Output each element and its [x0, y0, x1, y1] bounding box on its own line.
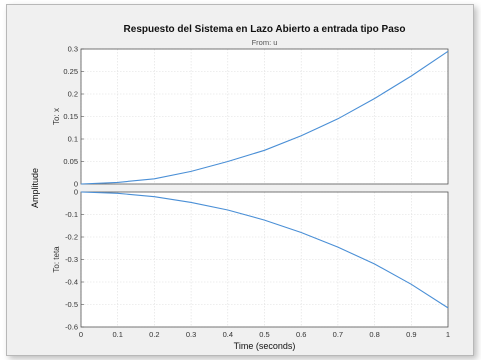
chart-title: Respuesto del Sistema en Lazo Abierto a …	[124, 24, 406, 35]
x-tick-label: 0.1	[112, 330, 122, 339]
x-tick-label: 0.2	[149, 330, 159, 339]
x-tick-label: 0.4	[223, 330, 233, 339]
series-line-1	[80, 50, 449, 185]
y-tick-label: 0.3	[68, 45, 78, 54]
y-tick-label: -0.1	[65, 210, 78, 219]
y-tick-label: -0.6	[65, 323, 78, 332]
x-tick-label: 0.7	[333, 330, 343, 339]
row-label-1: To: x	[52, 108, 61, 125]
y-tick-label: 0	[74, 188, 78, 197]
y-tick-label: 0.05	[63, 157, 78, 166]
x-tick-label: 1	[446, 330, 450, 339]
step-response-chart: Respuesto del Sistema en Lazo Abierto a …	[30, 24, 450, 351]
y-tick-label: -0.5	[65, 300, 78, 309]
x-tick-label: 0	[79, 330, 83, 339]
x-axis-label: Time (seconds)	[234, 341, 296, 351]
x-tick-label: 0.9	[406, 330, 416, 339]
y-axis-label: Amplitude	[30, 168, 40, 208]
x-tick-label: 0.5	[259, 330, 269, 339]
y-tick-label: 0.2	[68, 90, 78, 99]
series-line-2	[80, 191, 449, 309]
y-tick-label: 0	[74, 180, 78, 189]
y-tick-label: -0.4	[65, 278, 78, 287]
x-tick-label: 0.3	[186, 330, 196, 339]
x-tick-label: 0.8	[369, 330, 379, 339]
row-label-2: To: teta	[52, 246, 61, 273]
y-tick-label: 0.15	[63, 112, 78, 121]
y-tick-label: 0.25	[63, 67, 78, 76]
x-tick-label: 0.6	[296, 330, 306, 339]
y-tick-label: 0.1	[68, 135, 78, 144]
y-tick-label: -0.2	[65, 233, 78, 242]
chart-subtitle: From: u	[252, 38, 278, 47]
figure-window: Respuesto del Sistema en Lazo Abierto a …	[6, 4, 474, 356]
y-tick-label: -0.3	[65, 255, 78, 264]
